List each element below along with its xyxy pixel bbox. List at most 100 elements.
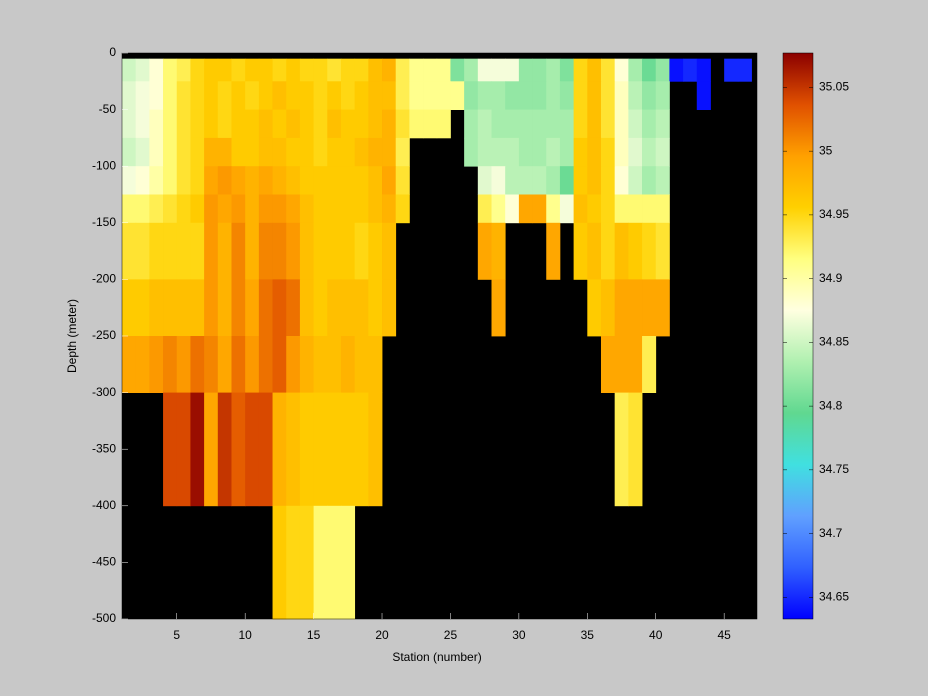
heatmap-cell	[327, 166, 342, 195]
y-tick-label: -300	[92, 385, 116, 399]
heatmap-cell	[245, 166, 260, 195]
heatmap-cell	[272, 166, 287, 195]
heatmap-cell	[135, 166, 150, 195]
heatmap-cell	[382, 222, 397, 280]
heatmap-cell	[368, 222, 383, 280]
heatmap-cell	[217, 279, 232, 337]
heatmap-cell	[642, 194, 657, 224]
heatmap-cell	[258, 81, 273, 110]
heatmap-cell	[190, 194, 205, 224]
heatmap-cell	[423, 109, 438, 139]
heatmap-cell	[204, 109, 219, 139]
y-tick-label: -50	[99, 102, 117, 116]
heatmap-cell	[217, 392, 232, 507]
x-tick-label: 15	[307, 628, 321, 642]
colorbar-tick-label: 34.9	[819, 271, 843, 285]
heatmap-cell	[286, 58, 301, 82]
colorbar-tick-label: 35.05	[819, 80, 849, 94]
heatmap-cell	[272, 505, 287, 620]
heatmap-cell	[573, 194, 588, 224]
heatmap-cell	[313, 279, 328, 337]
heatmap-cell	[204, 194, 219, 224]
heatmap-cell	[340, 336, 356, 393]
heatmap-cell	[505, 166, 520, 195]
heatmap-cell	[491, 137, 506, 167]
heatmap-cell	[299, 194, 314, 224]
heatmap-cell	[477, 137, 492, 167]
heatmap-cell	[286, 279, 301, 337]
heatmap-cell	[600, 166, 616, 195]
heatmap-cell	[135, 137, 150, 167]
heatmap-cell	[176, 194, 191, 224]
heatmap-cell	[258, 137, 273, 167]
heatmap-cell	[190, 279, 205, 337]
heatmap-cell	[190, 166, 205, 195]
heatmap-cell	[327, 336, 342, 393]
heatmap-cell	[122, 194, 137, 224]
heatmap-cell	[327, 81, 342, 110]
heatmap-cell	[313, 222, 328, 280]
x-tick-label: 25	[444, 628, 458, 642]
heatmap-cell	[423, 81, 438, 110]
heatmap-cell	[532, 58, 547, 82]
heatmap-cell	[231, 58, 246, 82]
heatmap-cell	[327, 58, 342, 82]
heatmap-cell	[518, 81, 533, 110]
heatmap-cell	[477, 109, 492, 139]
heatmap-cell	[614, 222, 629, 280]
heatmap-cell	[149, 194, 164, 224]
heatmap-cell	[600, 58, 616, 82]
heatmap-cell	[737, 58, 752, 82]
heatmap-cell	[327, 505, 342, 620]
heatmap-cell	[491, 109, 506, 139]
heatmap-cell	[395, 81, 410, 110]
heatmap-cell	[231, 336, 246, 393]
heatmap-cell	[464, 58, 479, 82]
colorbar-tick-label: 34.8	[819, 398, 843, 412]
x-tick-label: 30	[512, 628, 526, 642]
heatmap-cell	[354, 279, 369, 337]
heatmap-cell	[491, 166, 506, 195]
heatmap-cell	[464, 137, 479, 167]
heatmap-cell	[642, 81, 657, 110]
heatmap-cell	[135, 109, 150, 139]
heatmap-cell	[122, 336, 137, 393]
heatmap-cell	[546, 166, 561, 195]
heatmap-cell	[299, 166, 314, 195]
heatmap-cell	[464, 81, 479, 110]
heatmap-cell	[286, 505, 301, 620]
heatmap-cell	[655, 81, 670, 110]
heatmap-cell	[505, 81, 520, 110]
heatmap-cell	[286, 392, 301, 507]
heatmap-cell	[724, 58, 739, 82]
heatmap-cell	[382, 137, 397, 167]
heatmap-cell	[299, 58, 314, 82]
heatmap-cell	[245, 194, 260, 224]
heatmap-cell	[546, 81, 561, 110]
heatmap-cell	[299, 279, 314, 337]
heatmap-cell	[628, 336, 643, 393]
heatmap-cell	[122, 222, 137, 280]
heatmap-cell	[258, 392, 273, 507]
heatmap-cell	[190, 109, 205, 139]
heatmap-cell	[286, 137, 301, 167]
heatmap-cell	[655, 166, 670, 195]
heatmap-cell	[190, 222, 205, 280]
heatmap-cell	[135, 81, 150, 110]
heatmap-cell	[628, 222, 643, 280]
heatmap-cell	[272, 392, 287, 507]
heatmap-cell	[655, 194, 670, 224]
heatmap-cell	[655, 279, 670, 337]
heatmap-cell	[340, 194, 356, 224]
y-tick-label: -500	[92, 611, 116, 625]
heatmap-cell	[272, 194, 287, 224]
heatmap-cell	[231, 166, 246, 195]
heatmap-cell	[354, 137, 369, 167]
heatmap-cell	[477, 194, 492, 224]
heatmap-cell	[299, 222, 314, 280]
heatmap-cell	[669, 58, 684, 82]
heatmap-cell	[231, 222, 246, 280]
heatmap-cell	[272, 222, 287, 280]
heatmap-cell	[135, 58, 150, 82]
